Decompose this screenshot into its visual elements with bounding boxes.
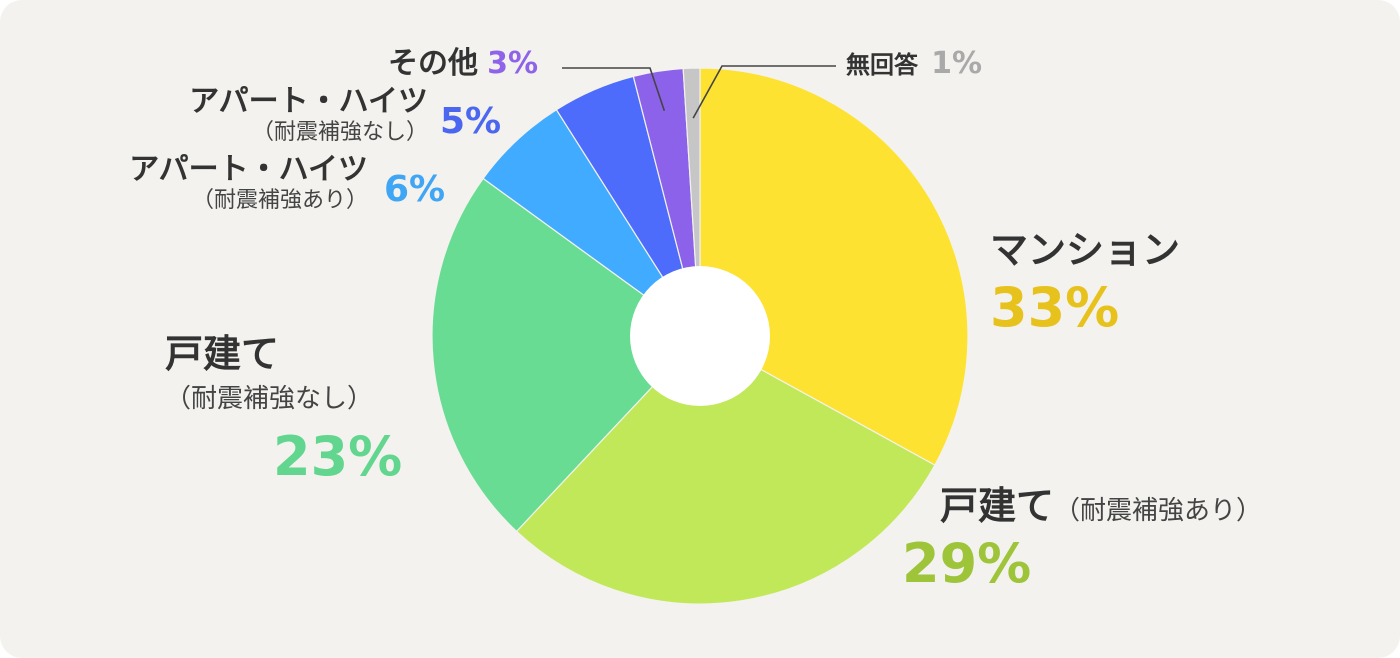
label-house-reinforced: 戸建て（耐震補強あり） 29% <box>902 484 1263 596</box>
slice-label-house-unreinforced: 戸建て <box>165 332 280 376</box>
label-other: その他 3% <box>388 46 538 82</box>
pct-label-mansion: 33% <box>990 275 1120 339</box>
slice-sub-house-unreinforced: （耐震補強なし） <box>165 383 374 414</box>
slice-sub-house-reinforced: （耐震補強あり） <box>1054 496 1263 526</box>
pct-label-apartment-unreinforced: 5% <box>440 101 502 142</box>
slice-label-mansion: マンション <box>990 228 1181 272</box>
slice-house-unreinforced <box>431 177 701 533</box>
slice-mansion <box>699 67 969 466</box>
donut-hole <box>630 266 770 406</box>
leader-line-other <box>562 67 666 112</box>
label-house-unreinforced: 戸建て （耐震補強なし） 23% <box>165 332 402 490</box>
pct-label-no-answer: 1% <box>931 46 983 81</box>
slice-sub-apartment-reinforced: （耐震補強あり） <box>191 188 368 213</box>
label-apartment-unreinforced: アパート・ハイツ （耐震補強なし） <box>178 84 428 146</box>
slice-label-other: その他 <box>388 46 478 81</box>
pct-label-house-reinforced: 29% <box>902 531 1032 595</box>
label-mansion: マンション 33% <box>990 228 1180 340</box>
slice-label-apartment-unreinforced: アパート・ハイツ <box>189 84 428 119</box>
label-apartment-reinforced: アパート・ハイツ （耐震補強あり） <box>118 152 368 214</box>
slice-label-house-reinforced: 戸建て <box>940 484 1055 528</box>
pct-label-apartment-reinforced: 6% <box>384 169 446 210</box>
label-no-answer: 無回答 1% <box>846 46 982 82</box>
slice-label-apartment-reinforced: アパート・ハイツ <box>129 152 368 187</box>
leader-line-no-answer <box>692 65 836 119</box>
pct-label-house-unreinforced: 23% <box>273 424 403 488</box>
slice-house-reinforced <box>515 335 936 605</box>
pct-label-other: 3% <box>487 46 539 81</box>
slice-sub-apartment-unreinforced: （耐震補強なし） <box>251 120 428 145</box>
slice-label-no-answer: 無回答 <box>846 51 918 79</box>
